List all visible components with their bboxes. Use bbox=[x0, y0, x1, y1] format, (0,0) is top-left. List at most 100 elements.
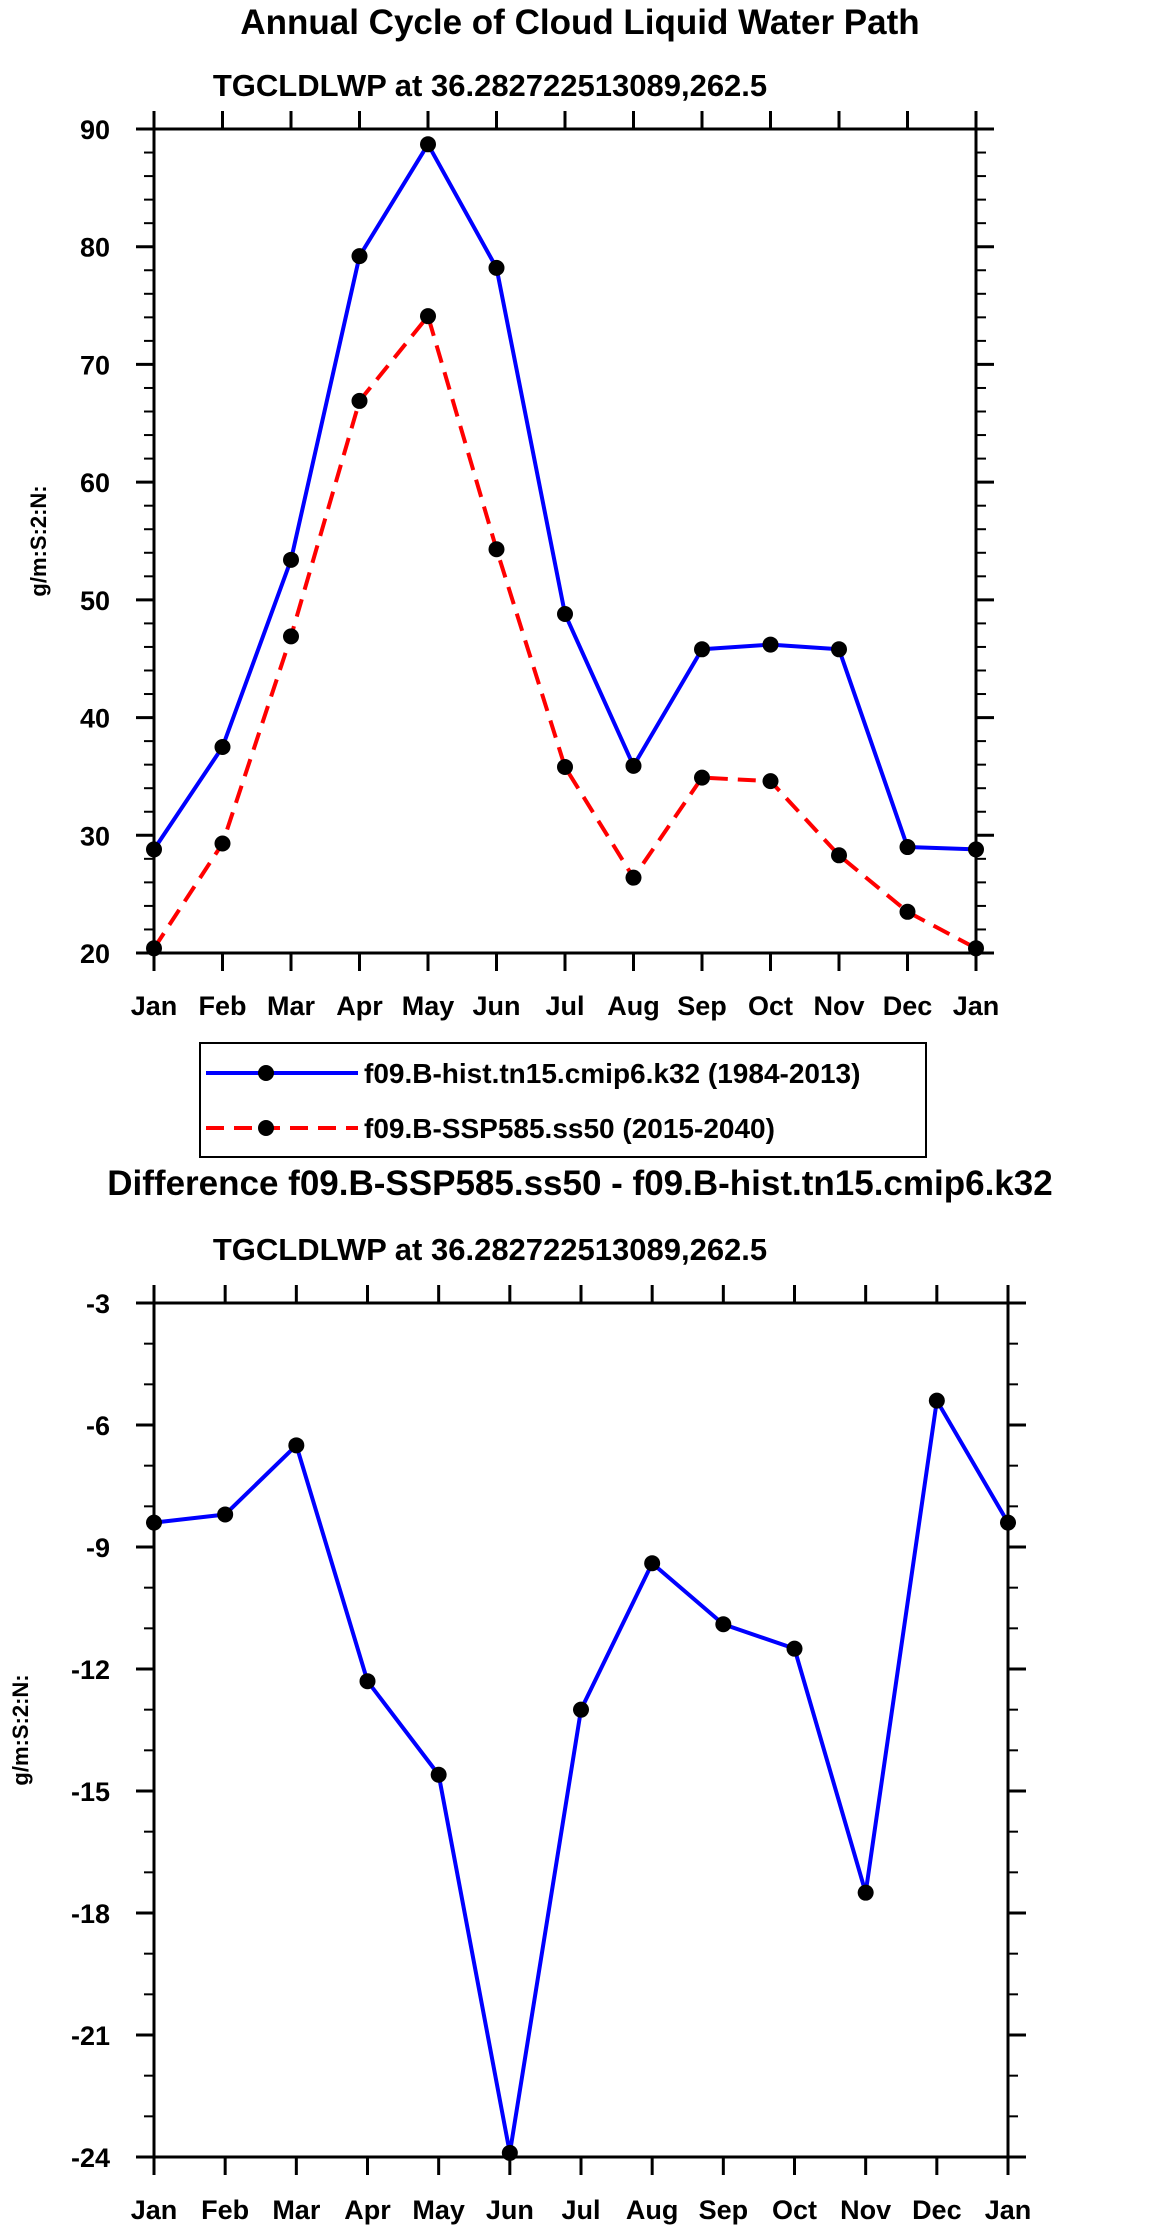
data-point bbox=[899, 839, 916, 856]
annual-cycle-chart: Annual Cycle of Cloud Liquid Water Path T… bbox=[26, 3, 999, 1021]
data-point bbox=[488, 259, 505, 276]
data-point bbox=[351, 392, 368, 409]
y-tick-label: -24 bbox=[71, 2143, 110, 2173]
x-tick-label: May bbox=[402, 991, 455, 1021]
x-tick-label: Oct bbox=[748, 991, 793, 1021]
x-tick-label: Dec bbox=[912, 2195, 962, 2225]
data-point bbox=[831, 641, 847, 658]
x-tick-label: Jan bbox=[131, 2195, 178, 2225]
data-point bbox=[217, 1506, 234, 1523]
x-tick-label: Feb bbox=[201, 2195, 249, 2225]
x-tick-label: Jun bbox=[472, 991, 520, 1021]
series-line bbox=[152, 314, 977, 951]
data-point bbox=[625, 869, 642, 886]
data-point bbox=[214, 739, 231, 755]
data-point bbox=[420, 136, 436, 153]
chart-title: Annual Cycle of Cloud Liquid Water Path bbox=[240, 3, 919, 42]
x-tick-label: Sep bbox=[699, 2195, 749, 2225]
y-tick-label: -6 bbox=[86, 1411, 110, 1441]
y-tick-label: -21 bbox=[71, 2021, 110, 2051]
chart-subtitle: TGCLDLWP at 36.282722513089,262.5 bbox=[213, 68, 767, 103]
data-point bbox=[573, 1701, 589, 1718]
data-point bbox=[899, 903, 916, 920]
x-tick-label: Aug bbox=[607, 991, 659, 1021]
data-point bbox=[146, 940, 162, 957]
data-point bbox=[557, 759, 573, 776]
data-point bbox=[694, 769, 710, 786]
x-tick-label: Jan bbox=[953, 991, 1000, 1021]
y-tick-label: 50 bbox=[80, 586, 110, 616]
x-tick-label: Jun bbox=[486, 2195, 534, 2225]
data-point bbox=[430, 1766, 447, 1783]
data-point bbox=[857, 1884, 874, 1901]
plot-frame bbox=[152, 127, 978, 955]
data-point bbox=[214, 835, 231, 852]
data-point bbox=[762, 636, 779, 653]
x-tick-label: Mar bbox=[267, 991, 316, 1021]
legend-entry: f09.B-SSP585.ss50 (2015-2040) bbox=[364, 1113, 775, 1144]
difference-chart: Difference f09.B-SSP585.ss50 - f09.B-his… bbox=[8, 1164, 1053, 2225]
x-tick-label: Oct bbox=[772, 2195, 817, 2225]
data-point bbox=[488, 541, 505, 558]
x-tick-label: Dec bbox=[883, 991, 933, 1021]
x-tick-label: Apr bbox=[336, 991, 383, 1021]
y-tick-label: -15 bbox=[71, 1777, 110, 1807]
series-line bbox=[153, 1398, 1010, 2155]
legend-box bbox=[199, 1042, 927, 1158]
chart-legend: f09.B-hist.tn15.cmip6.k32 (1984-2013) f09… bbox=[199, 1042, 927, 1158]
data-point bbox=[146, 841, 162, 858]
plot-frame bbox=[152, 1301, 1010, 2159]
x-tick-label: Nov bbox=[840, 2195, 891, 2225]
data-point bbox=[557, 605, 573, 622]
x-tick-label: Aug bbox=[626, 2195, 678, 2225]
x-tick-label: Jul bbox=[561, 2195, 600, 2225]
series-line bbox=[152, 142, 977, 852]
chart-title: Difference f09.B-SSP585.ss50 - f09.B-his… bbox=[107, 1164, 1052, 1203]
data-point bbox=[146, 1514, 162, 1531]
y-tick-label: 70 bbox=[80, 350, 110, 380]
y-tick-label: 80 bbox=[80, 233, 110, 263]
data-point bbox=[283, 628, 299, 645]
data-point bbox=[625, 757, 642, 774]
data-point bbox=[968, 841, 984, 858]
x-tick-label: May bbox=[412, 2195, 465, 2225]
data-point bbox=[288, 1437, 305, 1454]
data-point bbox=[694, 641, 710, 658]
x-tick-label: Apr bbox=[344, 2195, 391, 2225]
y-tick-label: 40 bbox=[80, 704, 110, 734]
data-point bbox=[928, 1392, 945, 1409]
data-point bbox=[762, 773, 779, 790]
data-point bbox=[420, 308, 436, 325]
x-tick-label: Sep bbox=[677, 991, 727, 1021]
chart-subtitle: TGCLDLWP at 36.282722513089,262.5 bbox=[213, 1232, 767, 1267]
y-tick-label: 20 bbox=[80, 939, 110, 969]
data-point bbox=[351, 248, 368, 265]
data-point bbox=[283, 551, 299, 568]
y-tick-label: -3 bbox=[86, 1289, 110, 1319]
y-tick-label: -12 bbox=[71, 1655, 110, 1685]
data-point bbox=[831, 847, 847, 864]
y-axis-label: g/m:S:2:N: bbox=[26, 485, 51, 596]
y-tick-label: -18 bbox=[71, 1899, 110, 1929]
data-point bbox=[968, 940, 984, 957]
x-tick-label: Feb bbox=[198, 991, 246, 1021]
y-tick-label: 90 bbox=[80, 115, 110, 145]
x-tick-label: Jan bbox=[131, 991, 178, 1021]
y-tick-label: 60 bbox=[80, 468, 110, 498]
legend-marker bbox=[258, 1065, 274, 1081]
y-tick-label: 30 bbox=[80, 821, 110, 851]
data-point bbox=[786, 1640, 803, 1657]
x-tick-label: Nov bbox=[813, 991, 864, 1021]
x-tick-label: Jan bbox=[985, 2195, 1032, 2225]
x-tick-label: Jul bbox=[545, 991, 584, 1021]
data-point bbox=[359, 1673, 376, 1690]
y-axis-label: g/m:S:2:N: bbox=[8, 1674, 33, 1785]
data-point bbox=[501, 2144, 518, 2161]
y-tick-label: -9 bbox=[86, 1533, 110, 1563]
legend-marker bbox=[258, 1120, 274, 1136]
legend-entry: f09.B-hist.tn15.cmip6.k32 (1984-2013) bbox=[364, 1058, 860, 1089]
data-point bbox=[1000, 1514, 1016, 1531]
data-point bbox=[715, 1616, 732, 1633]
data-point bbox=[644, 1555, 661, 1572]
